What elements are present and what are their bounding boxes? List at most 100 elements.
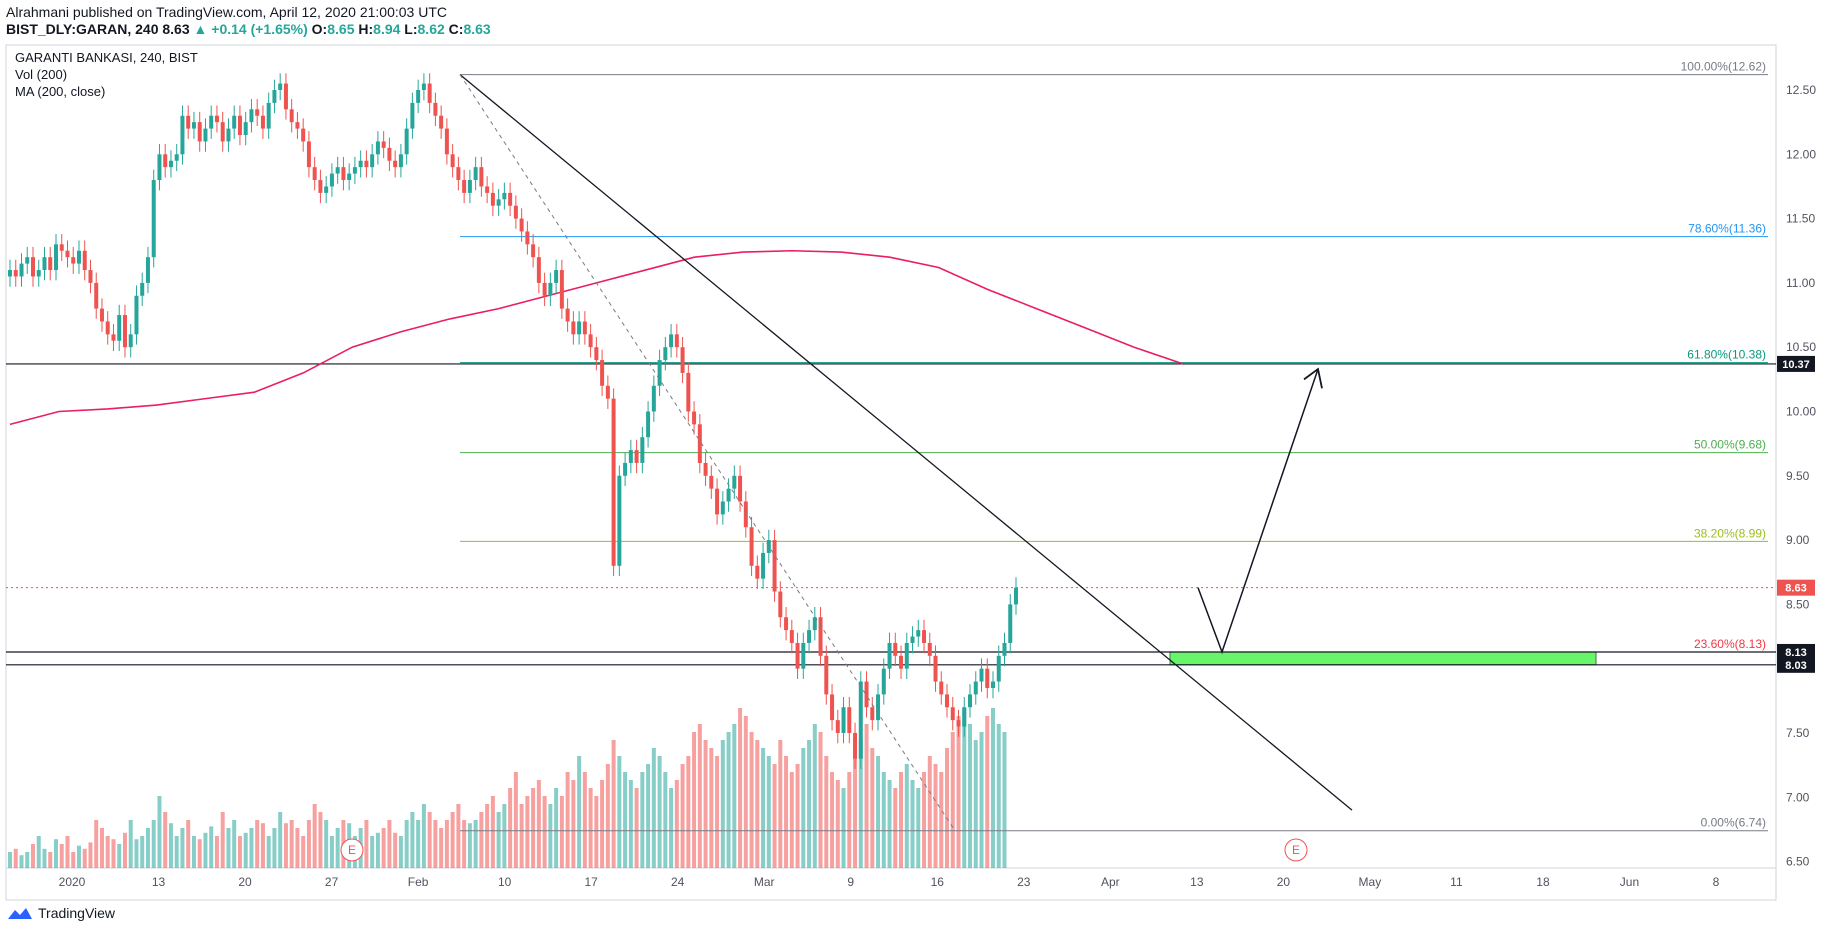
candle-body [600, 360, 605, 386]
volume-bar [42, 848, 47, 868]
volume-bar [542, 796, 547, 868]
candle [324, 176, 329, 204]
candle [490, 182, 495, 217]
volume-bar [255, 820, 260, 868]
candle-body [577, 321, 582, 335]
y-tick-label: 6.50 [1786, 855, 1810, 869]
candle [197, 111, 202, 152]
candle [191, 111, 196, 139]
volume-bar [864, 724, 869, 868]
volume-bar [738, 708, 743, 868]
volume-bars [8, 708, 1007, 868]
candle-body [312, 167, 317, 181]
candle-body [439, 115, 444, 129]
volume-bar [456, 804, 461, 868]
candle-body [99, 308, 104, 322]
x-tick-label: Mar [754, 875, 775, 889]
volume-bar [335, 828, 340, 868]
legend-vol: Vol (200) [15, 67, 67, 82]
candle-body [157, 154, 162, 181]
volume-bar [508, 788, 513, 868]
candle-body [191, 122, 196, 129]
volume-bar [370, 836, 375, 868]
candle [600, 349, 605, 397]
candle-body [812, 617, 817, 631]
candle-body [1014, 587, 1018, 605]
volume-bar [496, 812, 501, 868]
volume-bar [680, 764, 685, 868]
x-tick-label: 23 [1017, 875, 1031, 889]
candle-body [939, 681, 944, 695]
price-tag-label: 8.63 [1785, 583, 1806, 595]
volume-bar [1002, 732, 1007, 868]
candle [427, 73, 432, 114]
candle-body [611, 398, 616, 566]
volume-bar [444, 820, 449, 868]
y-tick-label: 12.00 [1786, 147, 1816, 161]
candle-body [214, 115, 219, 123]
candle-body [807, 630, 812, 643]
candle-body [996, 655, 1001, 682]
candle-body [306, 141, 311, 168]
candle-body [876, 694, 881, 721]
volume-bar [801, 748, 806, 868]
low-value: 8.62 [417, 21, 445, 37]
candle [657, 349, 662, 397]
price-chart[interactable]: 100.00%(12.62) 78.60%(11.36) 61.80%(10.38)… [0, 42, 1828, 902]
x-tick-label: 18 [1536, 875, 1550, 889]
candle [881, 658, 886, 705]
candle [841, 696, 846, 744]
volume-bar [168, 823, 173, 868]
candle [341, 156, 346, 191]
candle [335, 156, 340, 184]
candle [226, 118, 231, 152]
volume-bar [53, 839, 58, 868]
candle [1008, 594, 1013, 654]
volume-bar [674, 780, 679, 868]
candle [36, 259, 41, 287]
volume-bar [427, 812, 432, 868]
candle-body [858, 681, 863, 759]
candle-body [186, 115, 191, 129]
candle [134, 285, 139, 345]
candle [94, 272, 99, 319]
volume-bar [525, 796, 530, 868]
candle [496, 189, 501, 217]
candle [858, 671, 863, 769]
volume-bar [416, 820, 421, 868]
volume-bar [818, 732, 823, 868]
candle-body [571, 321, 576, 335]
candle-body [991, 681, 996, 688]
volume-bar [220, 812, 225, 868]
volume-bar [421, 804, 426, 868]
candle [462, 169, 467, 204]
candle [479, 156, 484, 197]
arrow-head-icon [1303, 367, 1323, 389]
candle [554, 259, 559, 294]
candle [381, 131, 386, 159]
fib-label: 61.80%(10.38) [1687, 348, 1766, 362]
tradingview-footer[interactable]: TradingView [6, 902, 115, 924]
candle-body [117, 315, 122, 341]
candle-body [404, 128, 409, 155]
volume-bar [381, 828, 386, 868]
candle-body [13, 270, 18, 277]
candle-body [94, 282, 99, 309]
candle-body [48, 257, 53, 271]
candle-body [743, 501, 748, 528]
volume-bar [795, 764, 800, 868]
candle [899, 645, 904, 679]
earnings-marker [340, 838, 364, 862]
volume-bar [766, 756, 771, 868]
volume-bar [122, 832, 127, 868]
volume-bar [548, 804, 553, 868]
candle [876, 684, 881, 731]
candle-body [203, 128, 208, 142]
candle [853, 722, 858, 769]
candle-body [761, 552, 766, 579]
candle [830, 684, 835, 731]
candle [260, 105, 265, 139]
price-tag-label: 10.37 [1782, 359, 1810, 371]
volume-bar [479, 812, 484, 868]
